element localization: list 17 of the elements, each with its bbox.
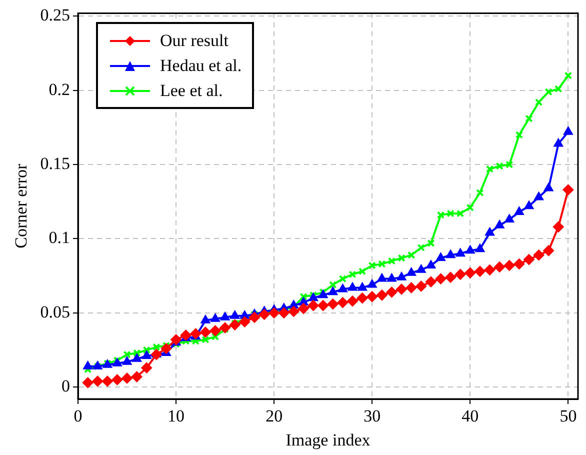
y-tick-label: 0.1 <box>48 228 70 248</box>
y-axis-title: Corner error <box>12 164 31 248</box>
x-axis-title: Image index <box>286 430 371 450</box>
legend-label: Our result <box>160 30 228 50</box>
y-tick-label: 0.2 <box>48 80 70 99</box>
y-tick-label: 0.05 <box>40 302 70 322</box>
x-tick-label: 50 <box>560 406 577 426</box>
x-tick-label: 10 <box>168 406 185 426</box>
legend-label: Hedau et al. <box>160 56 242 76</box>
y-tick-label: 0.25 <box>40 6 70 25</box>
y-tick-label: 0.15 <box>40 154 70 174</box>
x-tick-label: 0 <box>74 406 82 426</box>
y-tick-label: 0 <box>62 376 70 396</box>
x-tick-label: 20 <box>266 406 283 426</box>
legend-label: Lee et al. <box>160 80 223 100</box>
x-tick-label: 30 <box>364 406 381 426</box>
x-tick-label: 40 <box>462 406 479 426</box>
